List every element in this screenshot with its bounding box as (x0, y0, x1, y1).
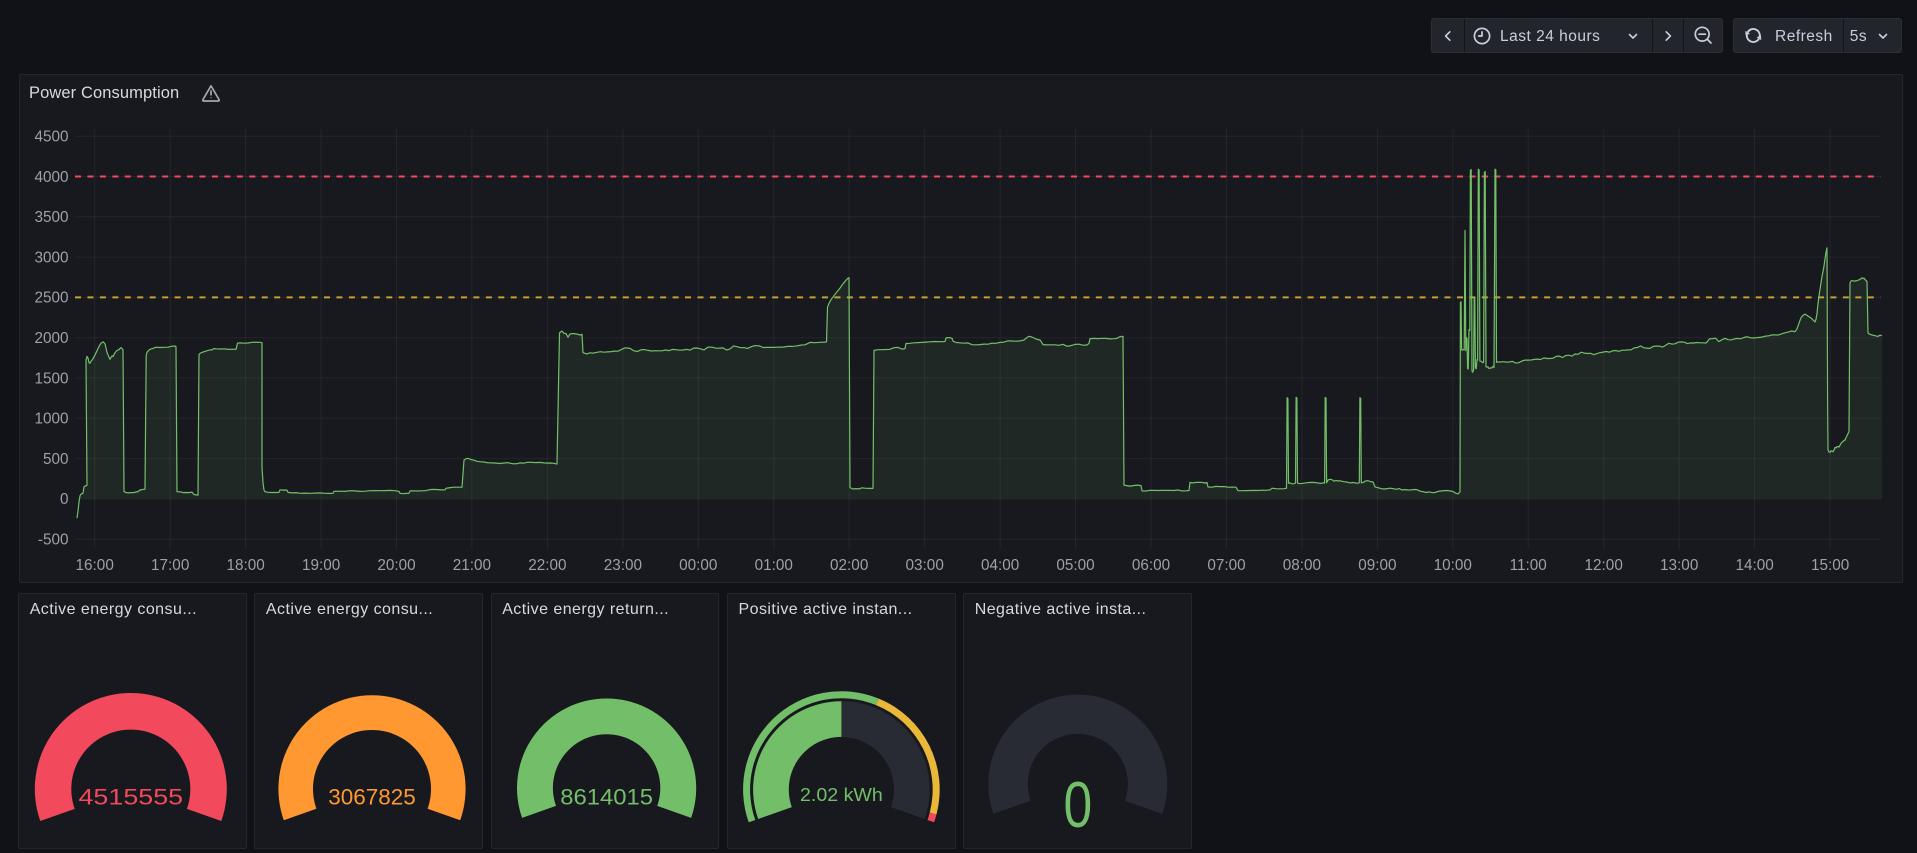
svg-text:4515555: 4515555 (78, 785, 183, 810)
svg-text:0: 0 (1063, 770, 1092, 842)
svg-text:2.02 kWh: 2.02 kWh (800, 785, 883, 805)
svg-text:8614015: 8614015 (560, 784, 653, 809)
svg-text:3067825: 3067825 (328, 785, 416, 810)
